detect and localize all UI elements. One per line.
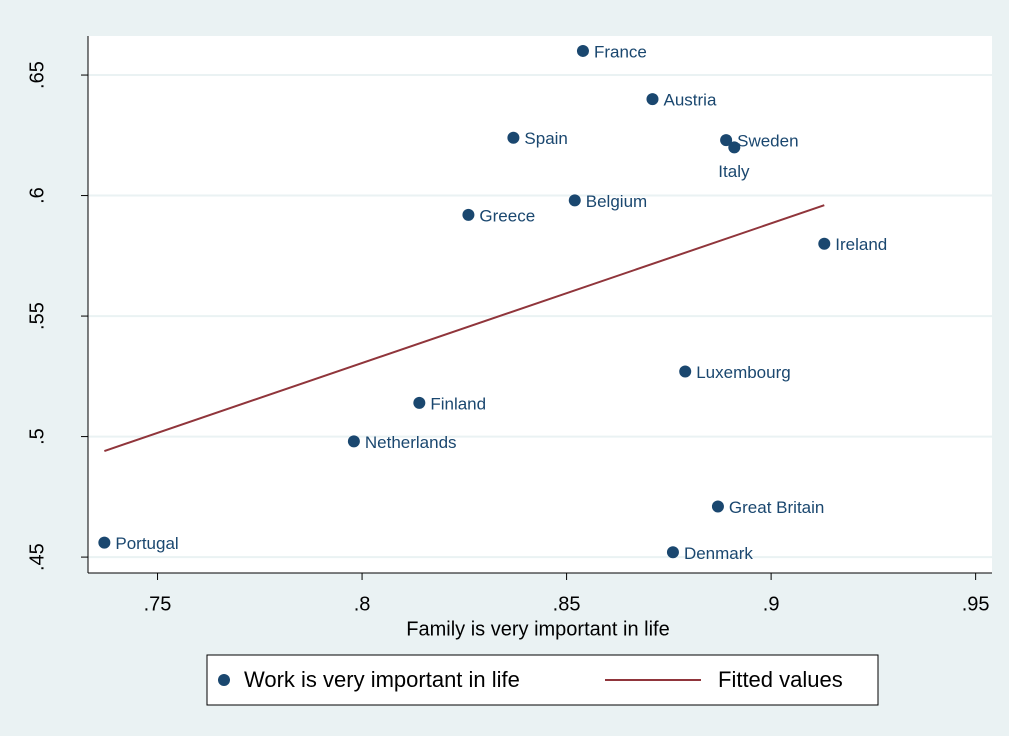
point-label: Ireland [835,235,887,254]
point [666,546,679,559]
x-tick-label: .75 [144,593,172,615]
x-tick-label: .85 [553,593,581,615]
point [711,500,724,513]
point [462,208,475,221]
point [347,435,360,448]
point-label: Finland [430,394,486,413]
y-tick-label: .6 [26,187,48,204]
legend-box [206,654,879,706]
plot-area [88,36,992,573]
point-label: Luxembourg [696,363,791,382]
point [818,237,831,250]
point-label: Greece [479,206,535,225]
point [98,536,111,549]
point-label: Austria [663,91,716,110]
point-label: Sweden [737,132,798,151]
y-tick-label: .45 [26,543,48,571]
legend-label: Work is very important in life [244,667,520,692]
point-label: France [594,42,647,61]
point [646,93,659,106]
point-label: Belgium [586,192,647,211]
x-tick-label: .9 [763,593,780,615]
legend-label: Fitted values [718,667,843,692]
point-label: Spain [524,129,567,148]
point [728,141,741,154]
point-label: Portugal [115,534,178,553]
y-tick-label: .55 [26,302,48,330]
x-axis-title: Family is very important in life [406,618,669,640]
y-tick-label: .5 [26,428,48,445]
point [413,396,426,409]
fit-line [104,204,825,452]
point-label: Denmark [684,544,753,563]
point [507,131,520,144]
legend-marker [218,674,230,686]
point-label: Italy [718,162,750,181]
point [679,365,692,378]
y-tick-label: .65 [26,61,48,89]
x-tick-label: .8 [354,593,371,615]
point-label: Netherlands [365,433,457,452]
point [720,134,733,147]
point [576,44,589,57]
point [568,194,581,207]
point-label: Great Britain [729,498,824,517]
x-tick-label: .95 [962,593,990,615]
